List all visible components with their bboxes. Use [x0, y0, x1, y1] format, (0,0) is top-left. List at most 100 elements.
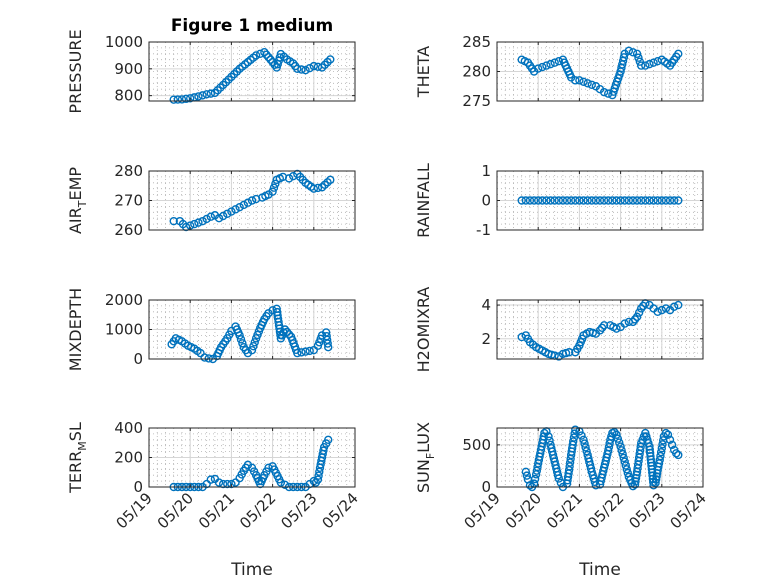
data-point — [181, 94, 191, 104]
data-point — [538, 62, 547, 72]
data-point — [604, 196, 613, 205]
ticks — [496, 41, 704, 102]
data-point — [619, 453, 628, 463]
data-point — [264, 463, 273, 473]
data-point — [599, 196, 609, 205]
data-point — [235, 202, 244, 212]
y-tick-label: 280 — [114, 162, 143, 180]
data-point — [236, 335, 246, 344]
data-point — [628, 48, 638, 57]
data-point — [599, 87, 609, 97]
data-series — [169, 169, 335, 232]
data-point — [239, 200, 248, 210]
data-point — [235, 331, 244, 340]
subplot-3: 260 270 280 AIRTEMP — [66, 162, 356, 239]
data-point — [243, 198, 253, 207]
data-point — [649, 58, 658, 67]
data-point — [595, 326, 605, 335]
ticks — [496, 428, 704, 488]
data-point — [575, 196, 584, 205]
subplot-1: 800 900 1000 PRESSURE Figure 1 medium — [66, 16, 356, 114]
data-point — [542, 196, 551, 205]
data-point — [313, 475, 323, 484]
data-point — [577, 431, 586, 440]
data-point — [591, 196, 601, 205]
data-series — [167, 304, 333, 364]
data-point — [301, 347, 310, 356]
data-point — [628, 317, 638, 327]
data-point — [550, 196, 559, 205]
y-tick-label: 500 — [462, 436, 491, 454]
data-point — [641, 196, 650, 205]
data-point — [200, 353, 209, 362]
data-point — [173, 95, 183, 104]
data-point — [661, 196, 671, 205]
data-point — [525, 196, 535, 205]
data-point — [612, 324, 621, 333]
data-point — [262, 50, 271, 59]
data-point — [674, 49, 683, 58]
data-point — [653, 196, 662, 205]
data-point — [314, 471, 323, 480]
data-point — [610, 428, 619, 437]
ticks — [496, 170, 704, 231]
data-point — [554, 196, 563, 205]
subplot-2: 275 280 285 THETA — [414, 33, 704, 110]
ticks — [148, 427, 356, 488]
data-point — [580, 439, 589, 448]
data-point — [674, 196, 683, 205]
data-point — [550, 58, 559, 67]
data-point — [218, 479, 228, 489]
subplot-5: 0 1000 2000 MIXDEPTH — [66, 288, 356, 371]
data-point — [569, 433, 579, 442]
data-point — [522, 471, 532, 480]
data-point — [620, 196, 629, 205]
data-point — [269, 183, 279, 192]
data-point — [665, 435, 675, 444]
data-point — [538, 196, 547, 205]
axes-box — [496, 299, 704, 360]
data-point — [667, 440, 677, 450]
data-point — [634, 53, 643, 62]
data-point — [271, 179, 280, 188]
y-tick-label: 1 — [481, 162, 491, 180]
data-point — [546, 196, 555, 205]
data-point — [581, 443, 590, 452]
data-point — [571, 196, 580, 205]
data-point — [661, 304, 671, 313]
data-point — [305, 63, 314, 73]
data-point — [227, 207, 236, 216]
data-point — [250, 338, 259, 347]
y-tick-label: 0 — [481, 478, 491, 496]
data-point — [624, 196, 634, 205]
data-point — [309, 61, 318, 71]
data-point — [521, 196, 531, 205]
data-point — [517, 196, 526, 205]
data-point — [579, 435, 588, 444]
data-point — [276, 478, 286, 487]
data-point — [604, 89, 613, 98]
data-point — [612, 430, 621, 439]
data-series — [521, 425, 683, 492]
data-point — [624, 46, 634, 56]
data-point — [657, 305, 666, 315]
data-point — [669, 196, 679, 205]
data-point — [553, 471, 563, 480]
data-point — [231, 205, 240, 214]
data-point — [620, 319, 629, 328]
data-point — [545, 436, 554, 445]
y-tick-label: 260 — [114, 221, 143, 239]
data-point — [554, 352, 563, 361]
data-point — [637, 196, 646, 205]
data-point — [198, 91, 207, 100]
data-point — [613, 434, 623, 443]
data-point — [562, 196, 572, 205]
data-point — [672, 449, 681, 458]
data-point — [632, 312, 642, 322]
y-tick-label: 0 — [481, 192, 491, 210]
x-axis-label: Time — [578, 560, 621, 580]
data-point — [309, 345, 318, 355]
y-axis-label: SUNFLUX — [414, 422, 437, 493]
data-point — [657, 444, 666, 453]
data-point — [534, 196, 543, 205]
